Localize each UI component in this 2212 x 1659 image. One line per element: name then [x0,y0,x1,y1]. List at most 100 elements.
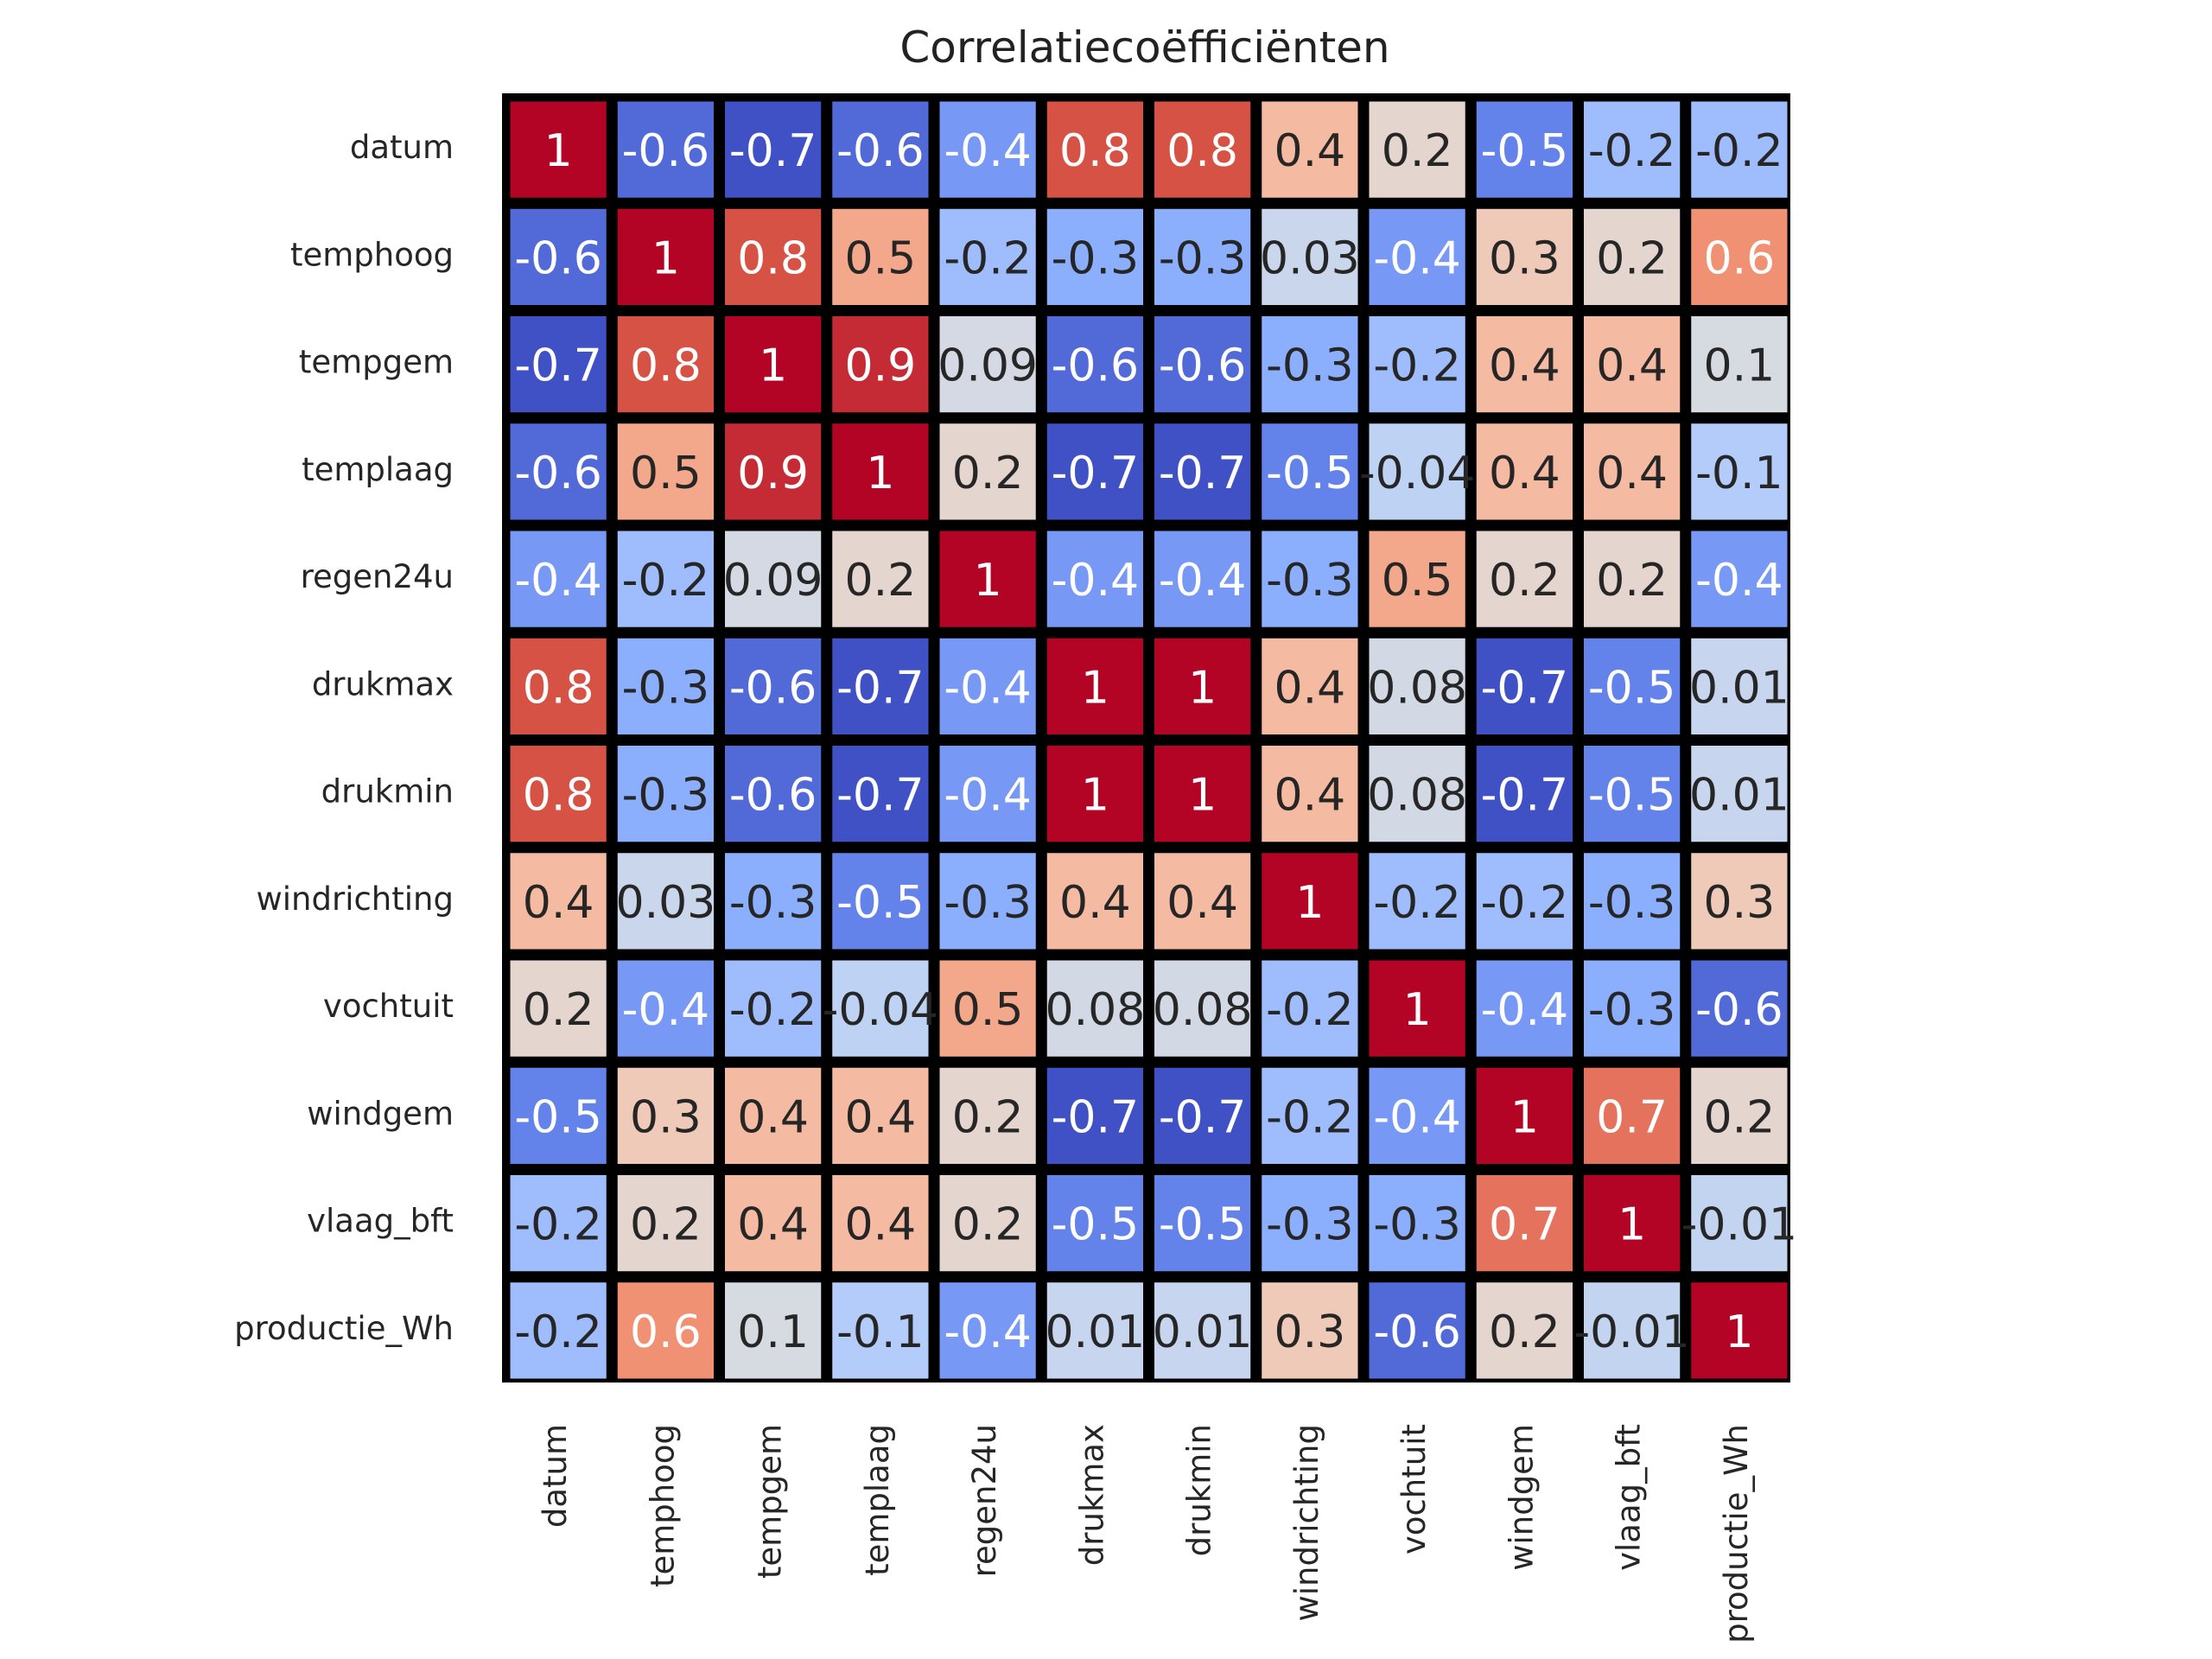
cell-value-label: -0.3 [1159,232,1246,284]
heatmap-cell [1262,960,1358,1057]
heatmap-cell [1584,316,1681,413]
cell-value-label: -0.3 [1588,984,1675,1036]
heatmap-cell [725,101,822,198]
heatmap-cell [617,316,714,413]
row-tick-label: drukmin [321,773,454,810]
heatmap-cell [617,1175,714,1272]
heatmap-cell [1369,638,1465,734]
cell-value-label: 1 [652,232,680,284]
cell-value-label: 1 [974,555,1002,607]
cell-value-label: -0.01 [1681,1199,1798,1251]
cell-value-label: 1 [1295,877,1324,929]
cell-value-label: 0.08 [1045,984,1145,1036]
heatmap-cell [1584,423,1681,520]
heatmap-cell [939,638,1036,734]
heatmap-cell [1476,853,1573,950]
cell-value-label: -0.5 [514,1091,601,1143]
heatmap-cell [1154,1067,1251,1164]
cell-value-label: 0.4 [1166,877,1238,929]
cell-value-label: -0.4 [944,125,1031,177]
heatmap-cell [1584,1067,1681,1164]
heatmap-cell [1369,531,1465,627]
cell-value-label: -0.7 [514,340,601,392]
cell-value-label: 0.4 [1489,340,1560,392]
heatmap-cell [1691,1282,1788,1379]
heatmap-cell [939,1282,1036,1379]
heatmap-cell [1262,1282,1358,1379]
heatmap-cell [1369,960,1465,1057]
cell-value-label: -0.3 [1266,340,1353,392]
cell-value-label: 0.8 [523,662,594,714]
cell-value-label: 0.8 [1166,125,1238,177]
cell-value-label: 1 [1188,770,1217,822]
cell-value-label: 1 [1403,984,1432,1036]
heatmap-cell [1262,316,1358,413]
cell-value-label: -0.3 [729,877,817,929]
cell-value-label: 1 [1081,662,1109,714]
cell-value-label: 0.9 [845,340,917,392]
cell-value-label: -0.5 [1588,770,1675,822]
cell-value-label: -0.2 [1373,877,1460,929]
column-tick-label: templaag [859,1424,896,1576]
cell-value-label: -0.4 [944,770,1031,822]
cell-value-label: 0.8 [1059,125,1131,177]
heatmap-cell [1584,1175,1681,1272]
heatmap-cell [1369,423,1465,520]
heatmap-cell [1584,638,1681,734]
heatmap-cell [1369,1282,1465,1379]
heatmap-cell [617,746,714,842]
heatmap-cell [725,853,822,950]
heatmap-cell [1046,531,1143,627]
heatmap-cell [1476,746,1573,842]
cell-value-label: -0.7 [836,770,924,822]
cell-value-label: -0.4 [1695,555,1783,607]
heatmap-cell [1262,423,1358,520]
heatmap-cell [1584,853,1681,950]
heatmap-cell [725,1067,822,1164]
heatmap-cell [1584,746,1681,842]
heatmap-cell [1046,1282,1143,1379]
cell-value-label: -0.04 [1359,448,1476,499]
cell-value-label: 0.09 [723,555,823,607]
cell-value-label: 0.4 [1274,770,1346,822]
cell-value-label: -0.7 [1159,1091,1246,1143]
heatmap-cell [832,746,929,842]
cell-value-label: -0.6 [1695,984,1783,1036]
cell-value-label: -0.04 [823,984,939,1036]
heatmap-cell [832,531,929,627]
cell-value-label: -0.4 [944,662,1031,714]
heatmap-cell [510,101,607,198]
heatmap-cell [1154,101,1251,198]
heatmap-cell [617,638,714,734]
cell-value-label: -0.6 [729,770,817,822]
cell-value-label: -0.3 [1266,1199,1353,1251]
heatmap-cell [1369,208,1465,305]
cell-value-label: -0.6 [622,125,709,177]
heatmap-cell [617,531,714,627]
cell-value-label: -0.5 [1052,1199,1139,1251]
column-tick-label: datum [537,1424,574,1528]
heatmap-cell [1154,316,1251,413]
heatmap-cell [510,208,607,305]
heatmap-cell [1691,853,1788,950]
cell-value-label: -0.5 [1266,448,1353,499]
cell-value-label: 0.2 [845,555,917,607]
heatmap-cell [1262,101,1358,198]
cell-value-label: 0.3 [1274,1306,1346,1358]
cell-value-label: 0.4 [737,1091,809,1143]
cell-value-label: -0.4 [944,1306,1031,1358]
column-tick-label: temphoog [644,1424,681,1587]
cell-value-label: -0.3 [944,877,1031,929]
row-tick-label: templaag [302,451,454,488]
heatmap-cell [1154,853,1251,950]
heatmap-cell [1262,531,1358,627]
heatmap-cell [832,960,929,1057]
cell-value-label: -0.2 [622,555,709,607]
heatmap-cell [1369,316,1465,413]
cell-value-label: 1 [866,448,894,499]
heatmap-cell [510,1282,607,1379]
row-tick-label: vlaag_bft [307,1203,454,1240]
column-tick-label: drukmax [1073,1424,1110,1566]
cell-value-label: -0.2 [1266,1091,1353,1143]
